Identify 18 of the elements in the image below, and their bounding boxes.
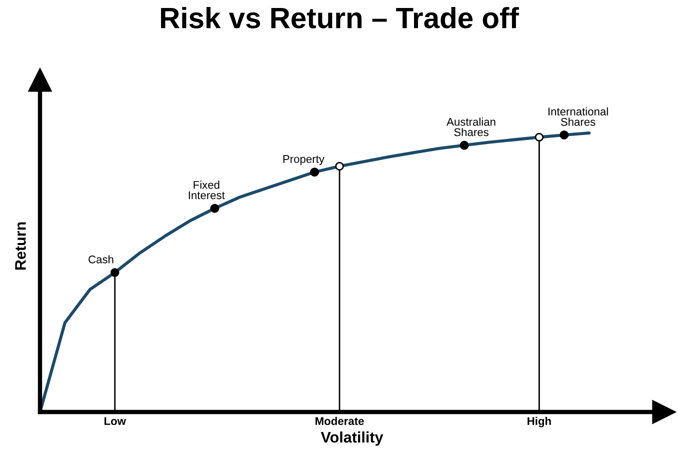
chart-title: Risk vs Return – Trade off [161,6,519,28]
y-axis-title: Return [15,222,26,270]
series-label: Fixed Interest [188,180,225,200]
point [310,168,320,177]
point [460,140,469,150]
series-label: Cash [88,255,114,264]
point [335,162,344,171]
point [534,132,544,142]
x-tick-label: Low [104,417,126,426]
series-label: Property [283,155,324,166]
x-axis-title: Volatility [320,431,384,446]
point [110,268,120,277]
series-label: Australian Shares [446,118,496,136]
point [210,204,220,213]
x-tick-label: High [528,416,551,428]
point [560,130,569,140]
x-tick-label: Moderate [316,416,364,426]
series-label: International Shares [548,107,608,126]
